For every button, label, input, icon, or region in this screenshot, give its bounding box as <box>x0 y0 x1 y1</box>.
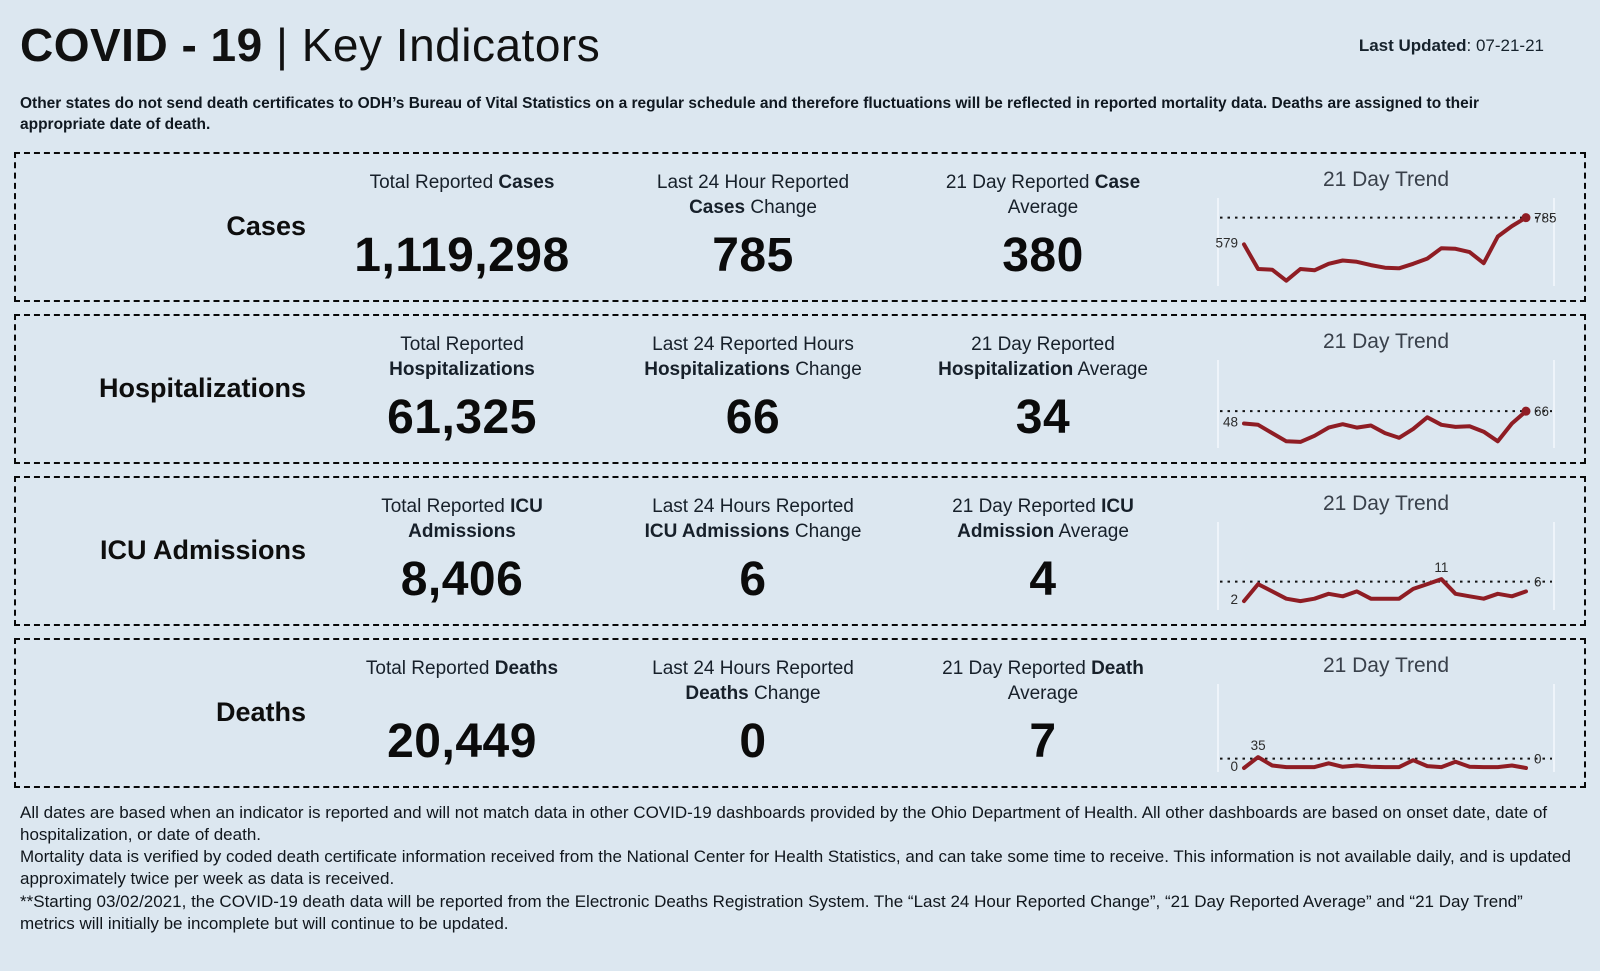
row-label-deaths: Deaths <box>215 697 306 728</box>
footer-note-mortality: Mortality data is verified by coded deat… <box>20 847 1571 889</box>
deaths-average-header: 21 Day Reported Death Average <box>942 657 1144 704</box>
cases-average-value: 380 <box>1002 228 1084 282</box>
icu-average-header: 21 Day Reported ICU Admission Average <box>952 495 1134 542</box>
cases-average-header: 21 Day Reported Case Average <box>945 171 1141 218</box>
svg-text:35: 35 <box>1251 738 1266 753</box>
svg-text:48: 48 <box>1223 414 1238 429</box>
hospitalizations-trend: 21 Day Trend 48 66 <box>1188 316 1584 462</box>
header: COVID - 19 | Key Indicators Last Updated… <box>14 10 1586 72</box>
hospitalizations-change-stat: Last 24 Reported Hours Hospitalizations … <box>608 316 898 462</box>
hospitalizations-sparkline-chart: 48 66 <box>1217 359 1555 448</box>
icu-total-value: 8,406 <box>400 552 524 606</box>
svg-text:0: 0 <box>1230 759 1238 774</box>
last-updated-label: Last Updated <box>1358 36 1467 55</box>
deaths-total-header: Total Reported Deaths <box>365 657 559 679</box>
deaths-trend-title: 21 Day Trend <box>1322 653 1450 677</box>
svg-text:6: 6 <box>1534 574 1542 589</box>
icu-total-header: Total Reported ICU Admissions <box>381 495 543 542</box>
cases-sparkline-chart: 579 785 <box>1215 197 1557 286</box>
hospitalizations-total-stat: Total Reported Hospitalizations 61,325 <box>316 316 608 462</box>
hospitalizations-average-value: 34 <box>1015 390 1071 444</box>
hospitalizations-total-header: Total Reported Hospitalizations <box>389 333 535 380</box>
deaths-change-header: Last 24 Hours Reported Deaths Change <box>652 657 854 704</box>
icu-change-stat: Last 24 Hours Reported ICU Admissions Ch… <box>608 478 898 624</box>
footer-notes: All dates are based when an indicator is… <box>20 802 1580 935</box>
row-label-hospitalizations: Hospitalizations <box>98 373 306 404</box>
hospitalizations-total-value: 61,325 <box>387 390 537 444</box>
deaths-sparkline-chart: 0 0 35 <box>1217 683 1555 774</box>
page-title-bold: COVID - 19 <box>20 19 263 71</box>
footer-note-reporting: All dates are based when an indicator is… <box>20 802 1548 844</box>
indicator-row-cases: Cases Total Reported Cases 1,119,298 Las… <box>14 151 1586 302</box>
hospitalizations-average-stat: 21 Day Reported Hospitalization Average … <box>898 316 1188 462</box>
icu-change-header: Last 24 Hours Reported ICU Admissions Ch… <box>644 495 862 542</box>
hospitalizations-change-header: Last 24 Reported Hours Hospitalizations … <box>644 333 862 380</box>
cases-total-stat: Total Reported Cases 1,119,298 <box>316 154 608 300</box>
hospitalizations-trend-title: 21 Day Trend <box>1322 329 1450 353</box>
last-updated: Last Updated: 07-21-21 <box>1359 36 1544 56</box>
page-title: COVID - 19 | Key Indicators <box>20 18 1580 72</box>
row-label-cases: Cases <box>226 211 306 242</box>
icu-average-stat: 21 Day Reported ICU Admission Average 4 <box>898 478 1188 624</box>
deaths-average-stat: 21 Day Reported Death Average 7 <box>898 640 1188 786</box>
cases-change-value: 785 <box>712 228 794 282</box>
row-label-icu: ICU Admissions <box>99 535 306 566</box>
icu-total-stat: Total Reported ICU Admissions 8,406 <box>316 478 608 624</box>
cases-change-stat: Last 24 Hour Reported Cases Change 785 <box>608 154 898 300</box>
indicator-row-deaths: Deaths Total Reported Deaths 20,449 Last… <box>14 637 1586 788</box>
icu-average-value: 4 <box>1029 552 1057 606</box>
hospitalizations-change-value: 66 <box>725 390 781 444</box>
indicator-row-hospitalizations: Hospitalizations Total Reported Hospital… <box>14 313 1586 464</box>
svg-text:785: 785 <box>1534 210 1557 225</box>
page-title-rest: | Key Indicators <box>262 19 601 71</box>
cases-average-stat: 21 Day Reported Case Average 380 <box>898 154 1188 300</box>
svg-text:2: 2 <box>1230 592 1238 607</box>
cases-trend-title: 21 Day Trend <box>1322 167 1450 191</box>
indicator-row-icu: ICU Admissions Total Reported ICU Admiss… <box>14 475 1586 626</box>
deaths-total-value: 20,449 <box>387 714 537 768</box>
deaths-total-stat: Total Reported Deaths 20,449 <box>316 640 608 786</box>
deaths-average-value: 7 <box>1029 714 1057 768</box>
icu-trend-title: 21 Day Trend <box>1322 491 1450 515</box>
icu-change-value: 6 <box>739 552 767 606</box>
svg-text:0: 0 <box>1534 751 1542 766</box>
hospitalizations-average-header: 21 Day Reported Hospitalization Average <box>938 333 1148 380</box>
mortality-disclaimer: Other states do not send death certifica… <box>20 95 1480 133</box>
dashboard: COVID - 19 | Key Indicators Last Updated… <box>14 10 1586 935</box>
cases-trend: 21 Day Trend 579 785 <box>1188 154 1584 300</box>
deaths-trend: 21 Day Trend 0 0 35 <box>1188 640 1584 786</box>
cases-total-value: 1,119,298 <box>354 228 570 282</box>
cases-total-header: Total Reported Cases <box>369 171 555 193</box>
svg-text:579: 579 <box>1215 235 1238 250</box>
svg-text:11: 11 <box>1434 560 1448 575</box>
footer-note-edrs: **Starting 03/02/2021, the COVID-19 deat… <box>20 891 1523 933</box>
deaths-change-value: 0 <box>739 714 767 768</box>
icu-sparkline-chart: 2 6 11 <box>1217 521 1555 610</box>
last-updated-value: : 07-21-21 <box>1466 36 1545 55</box>
deaths-change-stat: Last 24 Hours Reported Deaths Change 0 <box>608 640 898 786</box>
icu-trend: 21 Day Trend 2 6 11 <box>1188 478 1584 624</box>
cases-change-header: Last 24 Hour Reported Cases Change <box>656 171 850 218</box>
svg-text:66: 66 <box>1534 404 1549 419</box>
